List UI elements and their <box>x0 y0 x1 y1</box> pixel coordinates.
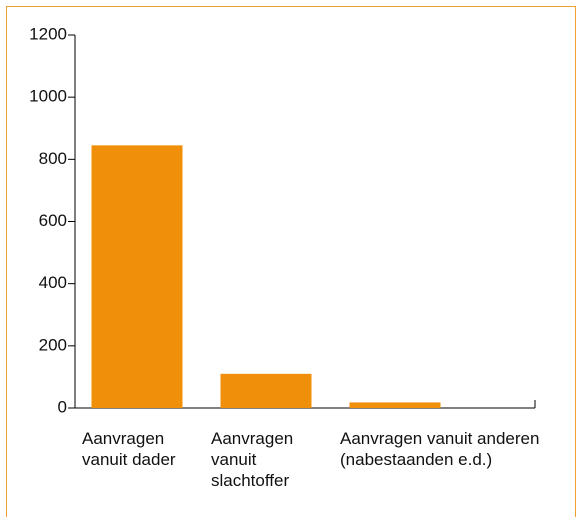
bar <box>220 373 312 408</box>
y-tick-label: 1000 <box>29 87 67 106</box>
frame-border <box>6 6 576 517</box>
y-tick-label: 400 <box>39 273 67 292</box>
y-tick-label: 800 <box>39 149 67 168</box>
y-tick-label: 600 <box>39 211 67 230</box>
x-tick-label: Aanvragen vanuit anderen (nabestaanden e… <box>340 429 540 469</box>
x-tick-label: Aanvragen vanuit dader <box>82 429 176 469</box>
bar <box>349 402 441 408</box>
y-tick-label: 1200 <box>29 24 67 43</box>
x-tick-label: Aanvragen vanuit slachtoffer <box>211 429 294 490</box>
y-tick-label: 0 <box>58 397 67 416</box>
bar <box>91 145 183 409</box>
y-tick-label: 200 <box>39 335 67 354</box>
